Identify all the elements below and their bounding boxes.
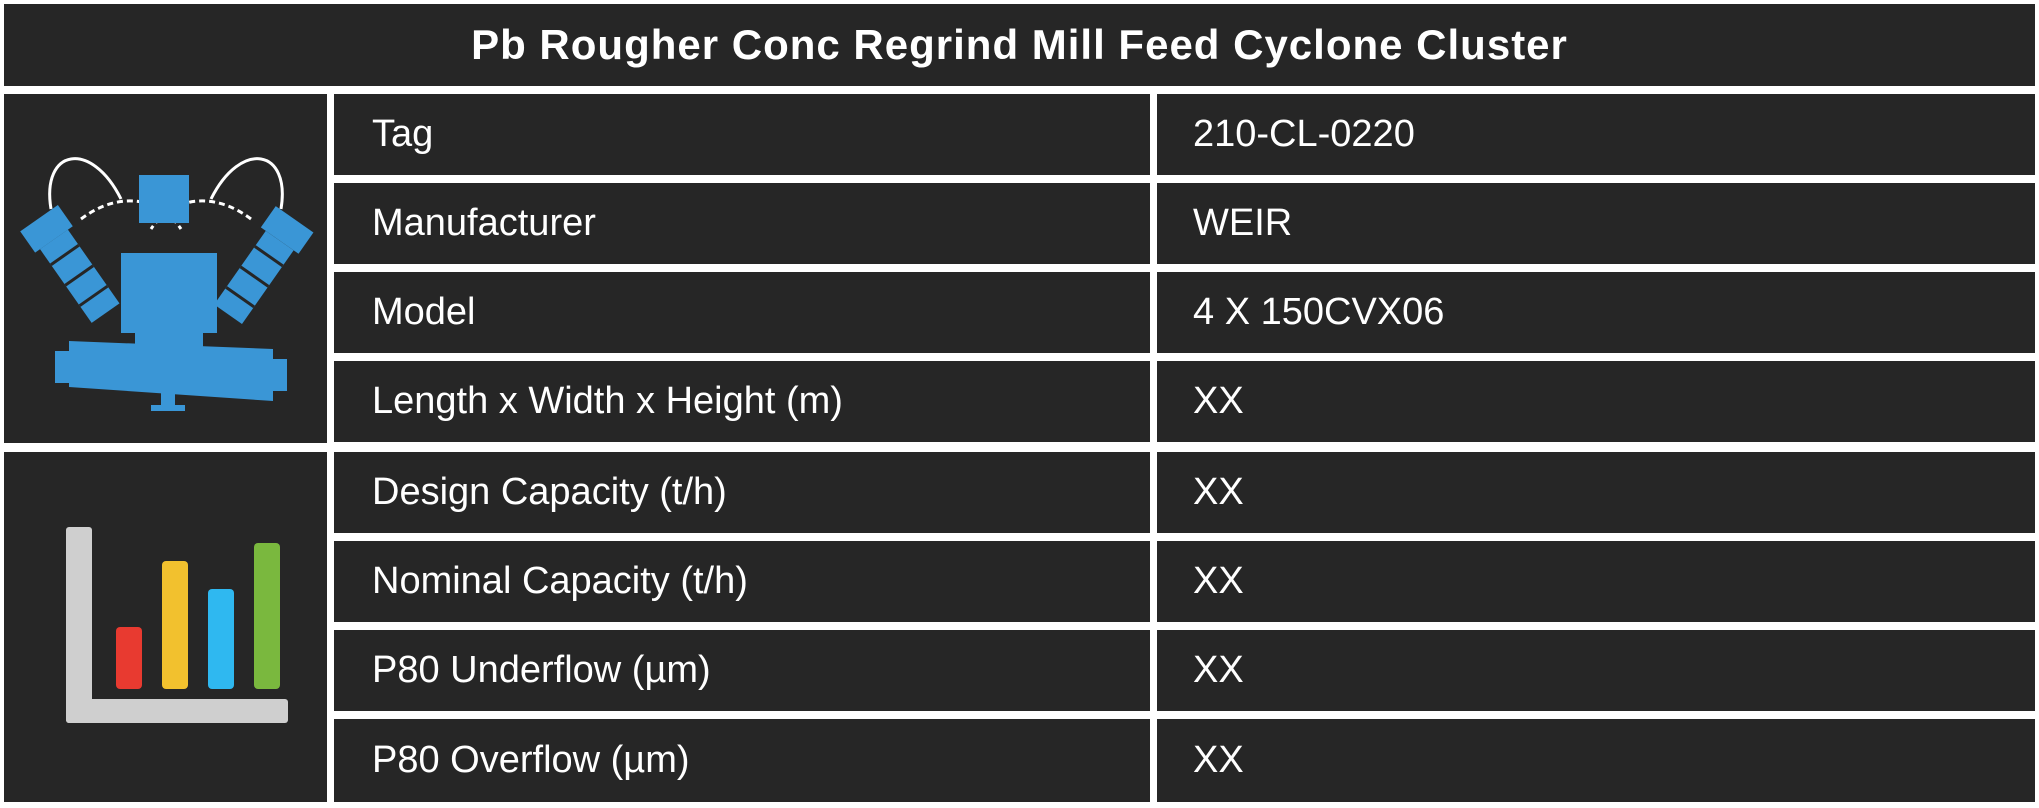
table-row: Tag 210-CL-0220 bbox=[334, 94, 2035, 175]
row-label: P80 Underflow (µm) bbox=[334, 630, 1150, 711]
table-row: Manufacturer WEIR bbox=[334, 183, 2035, 264]
equipment-icon-cell bbox=[4, 94, 327, 443]
row-label: Length x Width x Height (m) bbox=[334, 361, 1150, 442]
table-row: P80 Underflow (µm) XX bbox=[334, 630, 2035, 711]
row-label: Tag bbox=[334, 94, 1150, 175]
table-row: P80 Overflow (µm) XX bbox=[334, 719, 2035, 802]
table-row: Model 4 X 150CVX06 bbox=[334, 272, 2035, 353]
cyclone-cluster-icon bbox=[19, 156, 313, 411]
row-value: 210-CL-0220 bbox=[1157, 94, 2035, 175]
table-row: Design Capacity (t/h) XX bbox=[334, 452, 2035, 533]
row-value: WEIR bbox=[1157, 183, 2035, 264]
row-label: Nominal Capacity (t/h) bbox=[334, 541, 1150, 622]
performance-icon-cell bbox=[4, 452, 327, 802]
bar-chart-icon bbox=[65, 527, 288, 723]
row-label: P80 Overflow (µm) bbox=[334, 719, 1150, 802]
row-value: XX bbox=[1157, 630, 2035, 711]
row-value: XX bbox=[1157, 361, 2035, 442]
row-label: Model bbox=[334, 272, 1150, 353]
table-row: Length x Width x Height (m) XX bbox=[334, 361, 2035, 442]
row-label: Design Capacity (t/h) bbox=[334, 452, 1150, 533]
row-value: XX bbox=[1157, 541, 2035, 622]
row-value: XX bbox=[1157, 452, 2035, 533]
row-label: Manufacturer bbox=[334, 183, 1150, 264]
table-row: Nominal Capacity (t/h) XX bbox=[334, 541, 2035, 622]
row-value: 4 X 150CVX06 bbox=[1157, 272, 2035, 353]
page-title: Pb Rougher Conc Regrind Mill Feed Cyclon… bbox=[4, 4, 2035, 86]
row-value: XX bbox=[1157, 719, 2035, 802]
